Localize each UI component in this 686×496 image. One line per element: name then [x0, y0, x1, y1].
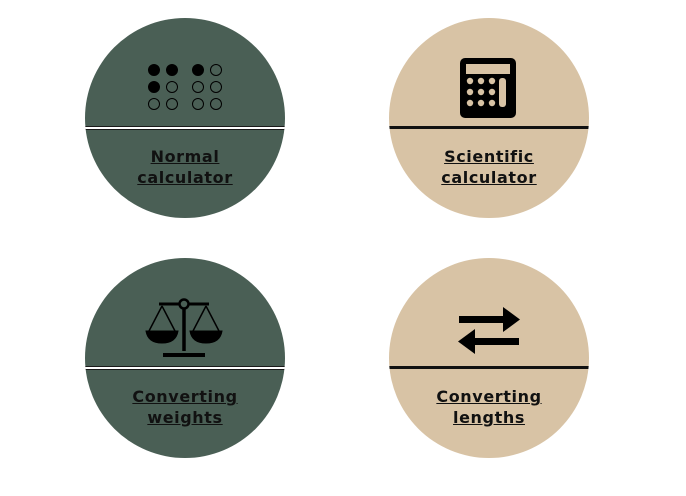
- converting-lengths-tile[interactable]: Converting lengths: [389, 258, 589, 458]
- normal-calculator-tile[interactable]: Normal calculator: [85, 18, 285, 218]
- divider: [85, 366, 285, 370]
- divider: [389, 366, 589, 369]
- tile-label-line1: Normal: [150, 147, 220, 166]
- calculator-icon: [460, 58, 516, 118]
- tile-label-line1: Converting: [436, 387, 542, 406]
- tile-label-line2: calculator: [441, 168, 537, 187]
- icon-area: [389, 258, 589, 366]
- scientific-calculator-tile[interactable]: Scientific calculator: [389, 18, 589, 218]
- tile-label-line2: calculator: [137, 168, 233, 187]
- tile-label: Converting lengths: [389, 386, 589, 428]
- tile-label-line2: lengths: [453, 408, 525, 427]
- tile-label-line1: Converting: [132, 387, 238, 406]
- tile-label-line1: Scientific: [444, 147, 534, 166]
- icon-area: [85, 18, 285, 126]
- dots-grid-icon: [148, 64, 222, 110]
- tile-label: Converting weights: [85, 386, 285, 428]
- tile-label: Scientific calculator: [389, 146, 589, 188]
- icon-area: [389, 18, 589, 126]
- divider: [389, 126, 589, 129]
- balance-scale-icon: [145, 298, 223, 357]
- divider: [85, 126, 285, 130]
- converting-weights-tile[interactable]: Converting weights: [85, 258, 285, 458]
- tile-label: Normal calculator: [85, 146, 285, 188]
- swap-arrows-icon: [458, 307, 520, 354]
- tile-label-line2: weights: [147, 408, 223, 427]
- icon-area: [85, 258, 285, 366]
